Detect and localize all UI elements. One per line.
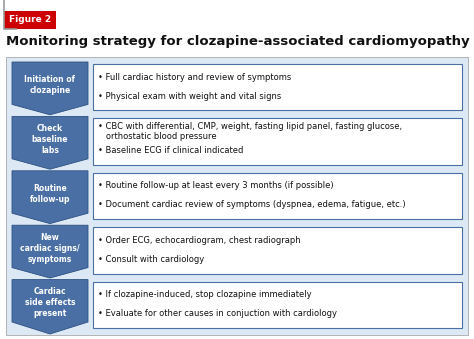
Text: • Evaluate for other causes in conjuction with cardiology: • Evaluate for other causes in conjuctio… <box>98 309 337 318</box>
Text: Cardiac
side effects
present: Cardiac side effects present <box>25 287 75 318</box>
Polygon shape <box>12 225 88 278</box>
Text: • Consult with cardiology: • Consult with cardiology <box>98 255 204 264</box>
FancyBboxPatch shape <box>93 118 462 165</box>
Text: Routine
follow-up: Routine follow-up <box>30 184 70 204</box>
Polygon shape <box>12 62 88 115</box>
FancyBboxPatch shape <box>4 11 56 29</box>
Text: • CBC with differential, CMP, weight, fasting lipid panel, fasting glucose,
   o: • CBC with differential, CMP, weight, fa… <box>98 122 402 141</box>
FancyBboxPatch shape <box>93 173 462 219</box>
Text: • Physical exam with weight and vital signs: • Physical exam with weight and vital si… <box>98 92 281 101</box>
Text: • Document cardiac review of symptoms (dyspnea, edema, fatigue, etc.): • Document cardiac review of symptoms (d… <box>98 200 406 210</box>
Text: • Order ECG, echocardiogram, chest radiograph: • Order ECG, echocardiogram, chest radio… <box>98 236 301 245</box>
Text: • Routine follow-up at least every 3 months (if possible): • Routine follow-up at least every 3 mon… <box>98 181 334 191</box>
Text: • If clozapine-induced, stop clozapine immediately: • If clozapine-induced, stop clozapine i… <box>98 290 311 299</box>
FancyBboxPatch shape <box>93 282 462 328</box>
Text: New
cardiac signs/
symptoms: New cardiac signs/ symptoms <box>20 233 80 264</box>
Polygon shape <box>12 171 88 224</box>
FancyBboxPatch shape <box>6 57 468 335</box>
Text: • Full cardiac history and review of symptoms: • Full cardiac history and review of sym… <box>98 73 291 82</box>
Polygon shape <box>12 280 88 334</box>
Text: Initiation of
clozapine: Initiation of clozapine <box>25 75 75 95</box>
FancyBboxPatch shape <box>93 64 462 111</box>
Text: Check
baseline
labs: Check baseline labs <box>32 124 68 155</box>
Text: • Baseline ECG if clinical indicated: • Baseline ECG if clinical indicated <box>98 146 243 155</box>
Text: Figure 2: Figure 2 <box>9 16 51 24</box>
Polygon shape <box>12 116 88 169</box>
FancyBboxPatch shape <box>93 227 462 274</box>
Text: Monitoring strategy for clozapine-associated cardiomyopathy: Monitoring strategy for clozapine-associ… <box>6 35 470 48</box>
